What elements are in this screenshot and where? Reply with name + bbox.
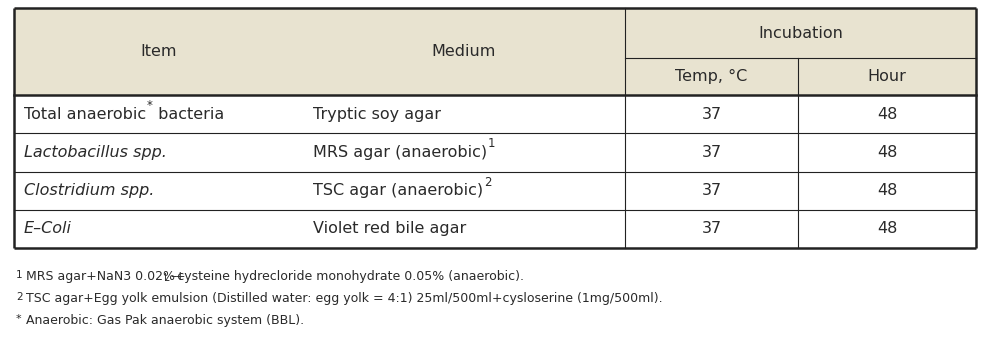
Text: TSC agar+Egg yolk emulsion (Distilled water: egg yolk = 4:1) 25ml/500ml+cysloser: TSC agar+Egg yolk emulsion (Distilled wa…	[26, 292, 662, 305]
Text: TSC agar (anaerobic): TSC agar (anaerobic)	[313, 183, 483, 198]
Text: 1: 1	[488, 137, 495, 150]
Text: L: L	[164, 273, 169, 283]
Text: Violet red bile agar: Violet red bile agar	[313, 221, 466, 237]
Text: bacteria: bacteria	[153, 107, 225, 122]
Text: 48: 48	[877, 107, 897, 122]
Text: Hour: Hour	[867, 69, 907, 84]
Text: Temp, °C: Temp, °C	[675, 69, 747, 84]
Bar	[14, 8, 976, 95]
Text: E–Coli: E–Coli	[24, 221, 72, 237]
Text: 37: 37	[701, 183, 722, 198]
Text: –cysteine hydrecloride monohydrate 0.05% (anaerobic).: –cysteine hydrecloride monohydrate 0.05%…	[171, 270, 524, 283]
Text: *: *	[148, 99, 153, 112]
Text: 2: 2	[484, 176, 491, 189]
Text: Lactobacillus spp.: Lactobacillus spp.	[24, 145, 167, 160]
Text: *: *	[16, 314, 22, 324]
Text: Total anaerobic: Total anaerobic	[24, 107, 147, 122]
Text: 48: 48	[877, 183, 897, 198]
Text: MRS agar (anaerobic): MRS agar (anaerobic)	[313, 145, 487, 160]
Text: 37: 37	[701, 145, 722, 160]
Text: Incubation: Incubation	[758, 25, 842, 41]
Text: 37: 37	[701, 221, 722, 237]
Text: 1: 1	[16, 270, 23, 280]
Text: Anaerobic: Gas Pak anaerobic system (BBL).: Anaerobic: Gas Pak anaerobic system (BBL…	[26, 314, 304, 327]
Text: Clostridium spp.: Clostridium spp.	[24, 183, 154, 198]
Text: MRS agar+NaN3 0.02%+: MRS agar+NaN3 0.02%+	[26, 270, 186, 283]
Text: 2: 2	[16, 292, 23, 302]
Text: 37: 37	[701, 107, 722, 122]
Text: Item: Item	[140, 44, 176, 59]
Text: 48: 48	[877, 221, 897, 237]
Text: Tryptic soy agar: Tryptic soy agar	[313, 107, 441, 122]
Text: Medium: Medium	[432, 44, 496, 59]
Text: 48: 48	[877, 145, 897, 160]
